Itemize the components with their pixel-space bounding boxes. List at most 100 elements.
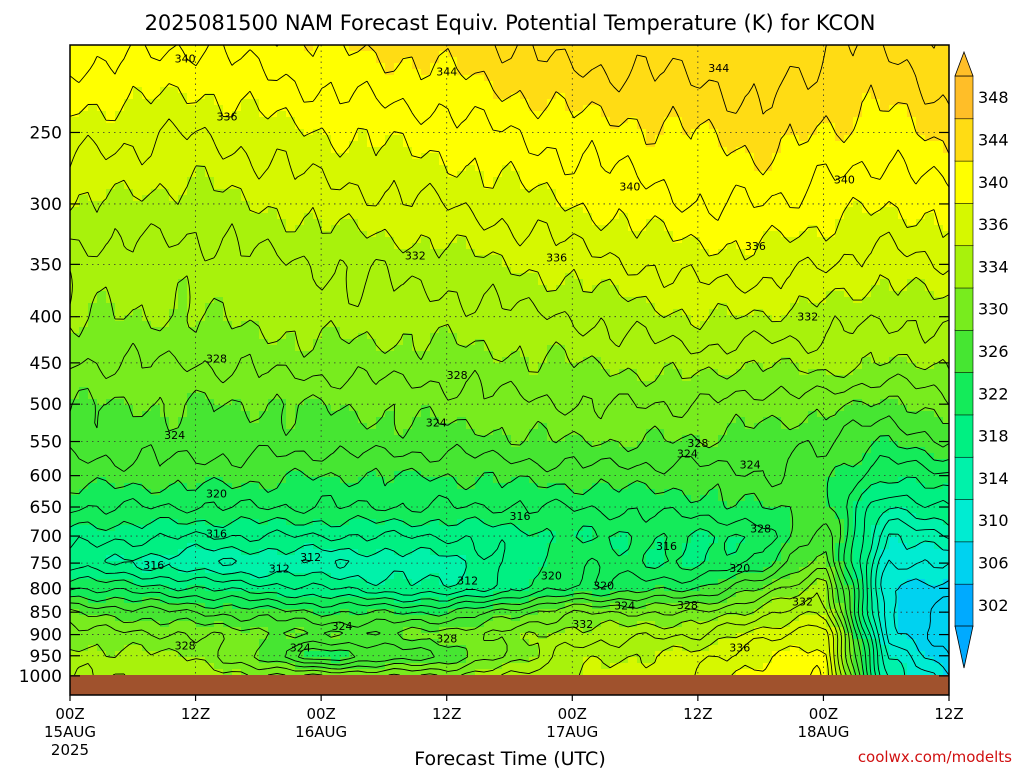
heatmap-cell	[268, 261, 278, 268]
heatmap-cell	[583, 213, 593, 220]
heatmap-cell	[673, 165, 683, 172]
heatmap-cell	[880, 111, 890, 118]
heatmap-cell	[151, 129, 161, 136]
heatmap-cell	[349, 225, 359, 232]
heatmap-cell	[241, 261, 251, 268]
heatmap-cell	[673, 231, 683, 238]
heatmap-cell	[421, 213, 431, 220]
heatmap-cell	[718, 117, 728, 124]
heatmap-cell	[700, 255, 710, 262]
heatmap-cell	[349, 111, 359, 118]
heatmap-cell	[448, 279, 458, 286]
heatmap-cell	[907, 105, 917, 112]
heatmap-cell	[637, 303, 647, 310]
heatmap-cell	[511, 117, 521, 124]
heatmap-cell	[124, 81, 134, 88]
heatmap-cell	[853, 207, 863, 214]
heatmap-cell	[835, 273, 845, 280]
heatmap-cell	[646, 123, 656, 130]
heatmap-cell	[781, 189, 791, 196]
heatmap-cell	[259, 243, 269, 250]
heatmap-cell	[835, 123, 845, 130]
heatmap-cell	[250, 249, 260, 256]
heatmap-cell	[385, 333, 395, 340]
heatmap-cell	[736, 309, 746, 316]
heatmap-cell	[925, 81, 935, 88]
heatmap-cell	[187, 339, 197, 346]
heatmap-cell	[70, 345, 80, 352]
heatmap-cell	[232, 249, 242, 256]
heatmap-cell	[115, 45, 125, 52]
heatmap-cell	[313, 189, 323, 196]
heatmap-cell	[601, 195, 611, 202]
heatmap-cell	[295, 225, 305, 232]
heatmap-cell	[664, 123, 674, 130]
heatmap-cell	[214, 57, 224, 64]
heatmap-cell	[628, 153, 638, 160]
heatmap-cell	[619, 99, 629, 106]
heatmap-cell	[907, 75, 917, 82]
heatmap-cell	[673, 255, 683, 262]
heatmap-cell	[583, 237, 593, 244]
heatmap-cell	[214, 195, 224, 202]
heatmap-cell	[574, 171, 584, 178]
heatmap-cell	[646, 51, 656, 58]
heatmap-cell	[511, 75, 521, 82]
heatmap-cell	[637, 147, 647, 154]
heatmap-cell	[430, 225, 440, 232]
heatmap-cell	[475, 315, 485, 322]
heatmap-cell	[493, 333, 503, 340]
heatmap-cell	[592, 117, 602, 124]
heatmap-cell	[196, 237, 206, 244]
heatmap-cell	[142, 165, 152, 172]
heatmap-cell	[709, 87, 719, 94]
heatmap-cell	[520, 177, 530, 184]
heatmap-cell	[718, 267, 728, 274]
heatmap-cell	[592, 303, 602, 310]
heatmap-cell	[718, 69, 728, 76]
heatmap-cell	[646, 219, 656, 226]
heatmap-cell	[466, 231, 476, 238]
heatmap-cell	[97, 345, 107, 352]
heatmap-cell	[817, 171, 827, 178]
heatmap-cell	[484, 297, 494, 304]
heatmap-cell	[745, 189, 755, 196]
heatmap-cell	[331, 291, 341, 298]
heatmap-cell	[862, 93, 872, 100]
heatmap-cell	[349, 297, 359, 304]
heatmap-cell	[331, 189, 341, 196]
heatmap-cell	[466, 171, 476, 178]
heatmap-cell	[628, 165, 638, 172]
heatmap-cell	[799, 201, 809, 208]
heatmap-cell	[763, 51, 773, 58]
heatmap-cell	[529, 285, 539, 292]
heatmap-cell	[871, 45, 881, 52]
heatmap-cell	[448, 171, 458, 178]
heatmap-cell	[511, 213, 521, 220]
heatmap-cell	[655, 45, 665, 52]
heatmap-cell	[538, 81, 548, 88]
heatmap-cell	[97, 45, 107, 52]
heatmap-cell	[826, 237, 836, 244]
heatmap-cell	[682, 327, 692, 334]
heatmap-cell	[241, 177, 251, 184]
heatmap-cell	[268, 69, 278, 76]
heatmap-cell	[151, 267, 161, 274]
heatmap-cell	[106, 165, 116, 172]
heatmap-cell	[772, 105, 782, 112]
heatmap-cell	[115, 123, 125, 130]
heatmap-cell	[646, 195, 656, 202]
heatmap-cell	[826, 159, 836, 166]
heatmap-cell	[115, 171, 125, 178]
heatmap-cell	[880, 171, 890, 178]
heatmap-cell	[178, 75, 188, 82]
heatmap-cell	[592, 57, 602, 64]
heatmap-cell	[646, 171, 656, 178]
heatmap-cell	[727, 129, 737, 136]
heatmap-cell	[412, 315, 422, 322]
heatmap-cell	[799, 99, 809, 106]
heatmap-cell	[430, 141, 440, 148]
heatmap-cell	[610, 177, 620, 184]
heatmap-cell	[907, 63, 917, 70]
heatmap-cell	[295, 45, 305, 52]
